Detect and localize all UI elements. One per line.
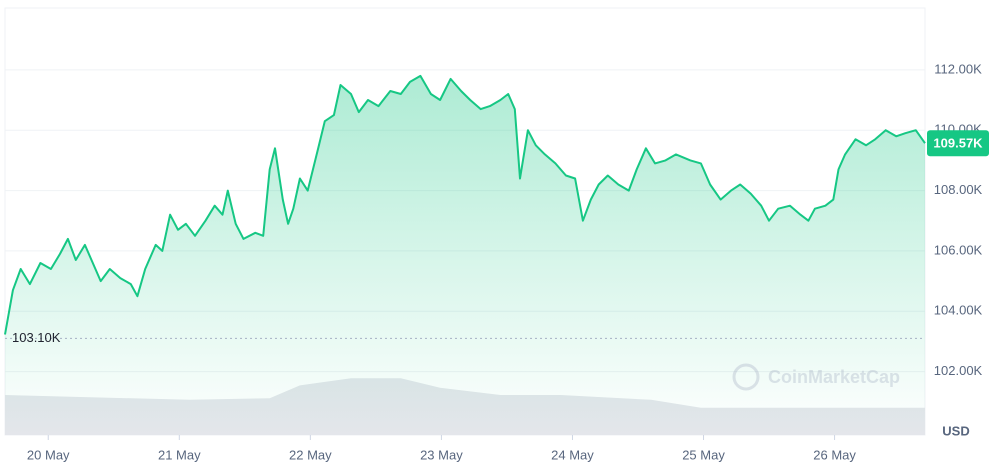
reference-label: 103.10K (12, 330, 61, 345)
y-tick-label: 102.00K (934, 363, 983, 378)
watermark-text: CoinMarketCap (768, 367, 900, 387)
x-tick-label: 22 May (289, 447, 332, 462)
x-tick-label: 23 May (420, 447, 463, 462)
y-tick-label: 108.00K (934, 182, 983, 197)
currency-label: USD (942, 423, 969, 438)
x-tick-label: 20 May (27, 447, 70, 462)
watermark-logo (732, 363, 760, 391)
last-price-badge (927, 130, 989, 157)
x-tick-label: 21 May (158, 447, 201, 462)
x-tick-label: 24 May (551, 447, 594, 462)
price-area (5, 75, 925, 436)
y-tick-label: 106.00K (934, 242, 983, 257)
x-tick-label: 25 May (682, 447, 725, 462)
y-tick-label: 112.00K (934, 61, 982, 76)
price-line (4, 74, 926, 335)
watermark: CoinMarketCap (732, 363, 900, 391)
last-price-label: 109.57K (933, 136, 983, 151)
y-tick-label: 104.00K (934, 303, 983, 318)
x-tick-label: 26 May (813, 447, 856, 462)
